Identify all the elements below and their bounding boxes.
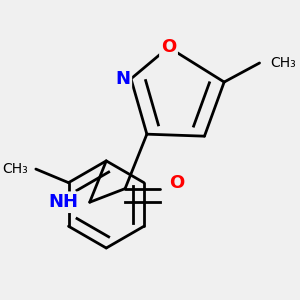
Text: CH₃: CH₃ (270, 56, 296, 70)
Text: NH: NH (49, 193, 79, 211)
Text: CH₃: CH₃ (2, 162, 28, 176)
Text: O: O (161, 38, 176, 56)
Text: N: N (115, 70, 130, 88)
Text: O: O (169, 174, 184, 192)
